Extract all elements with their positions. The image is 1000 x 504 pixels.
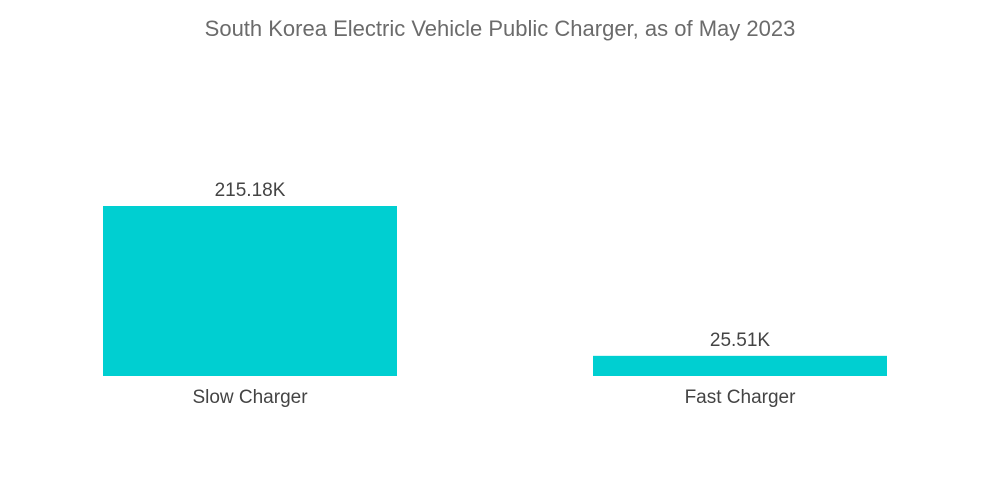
chart-title: South Korea Electric Vehicle Public Char… [204, 16, 796, 41]
data-label: 25.51K [710, 330, 771, 351]
category-label: Fast Charger [685, 387, 797, 408]
bar-slow-charger [103, 206, 397, 376]
category-label: Slow Charger [192, 387, 308, 408]
data-label: 215.18K [215, 180, 286, 201]
bar-fast-charger [593, 355, 887, 376]
